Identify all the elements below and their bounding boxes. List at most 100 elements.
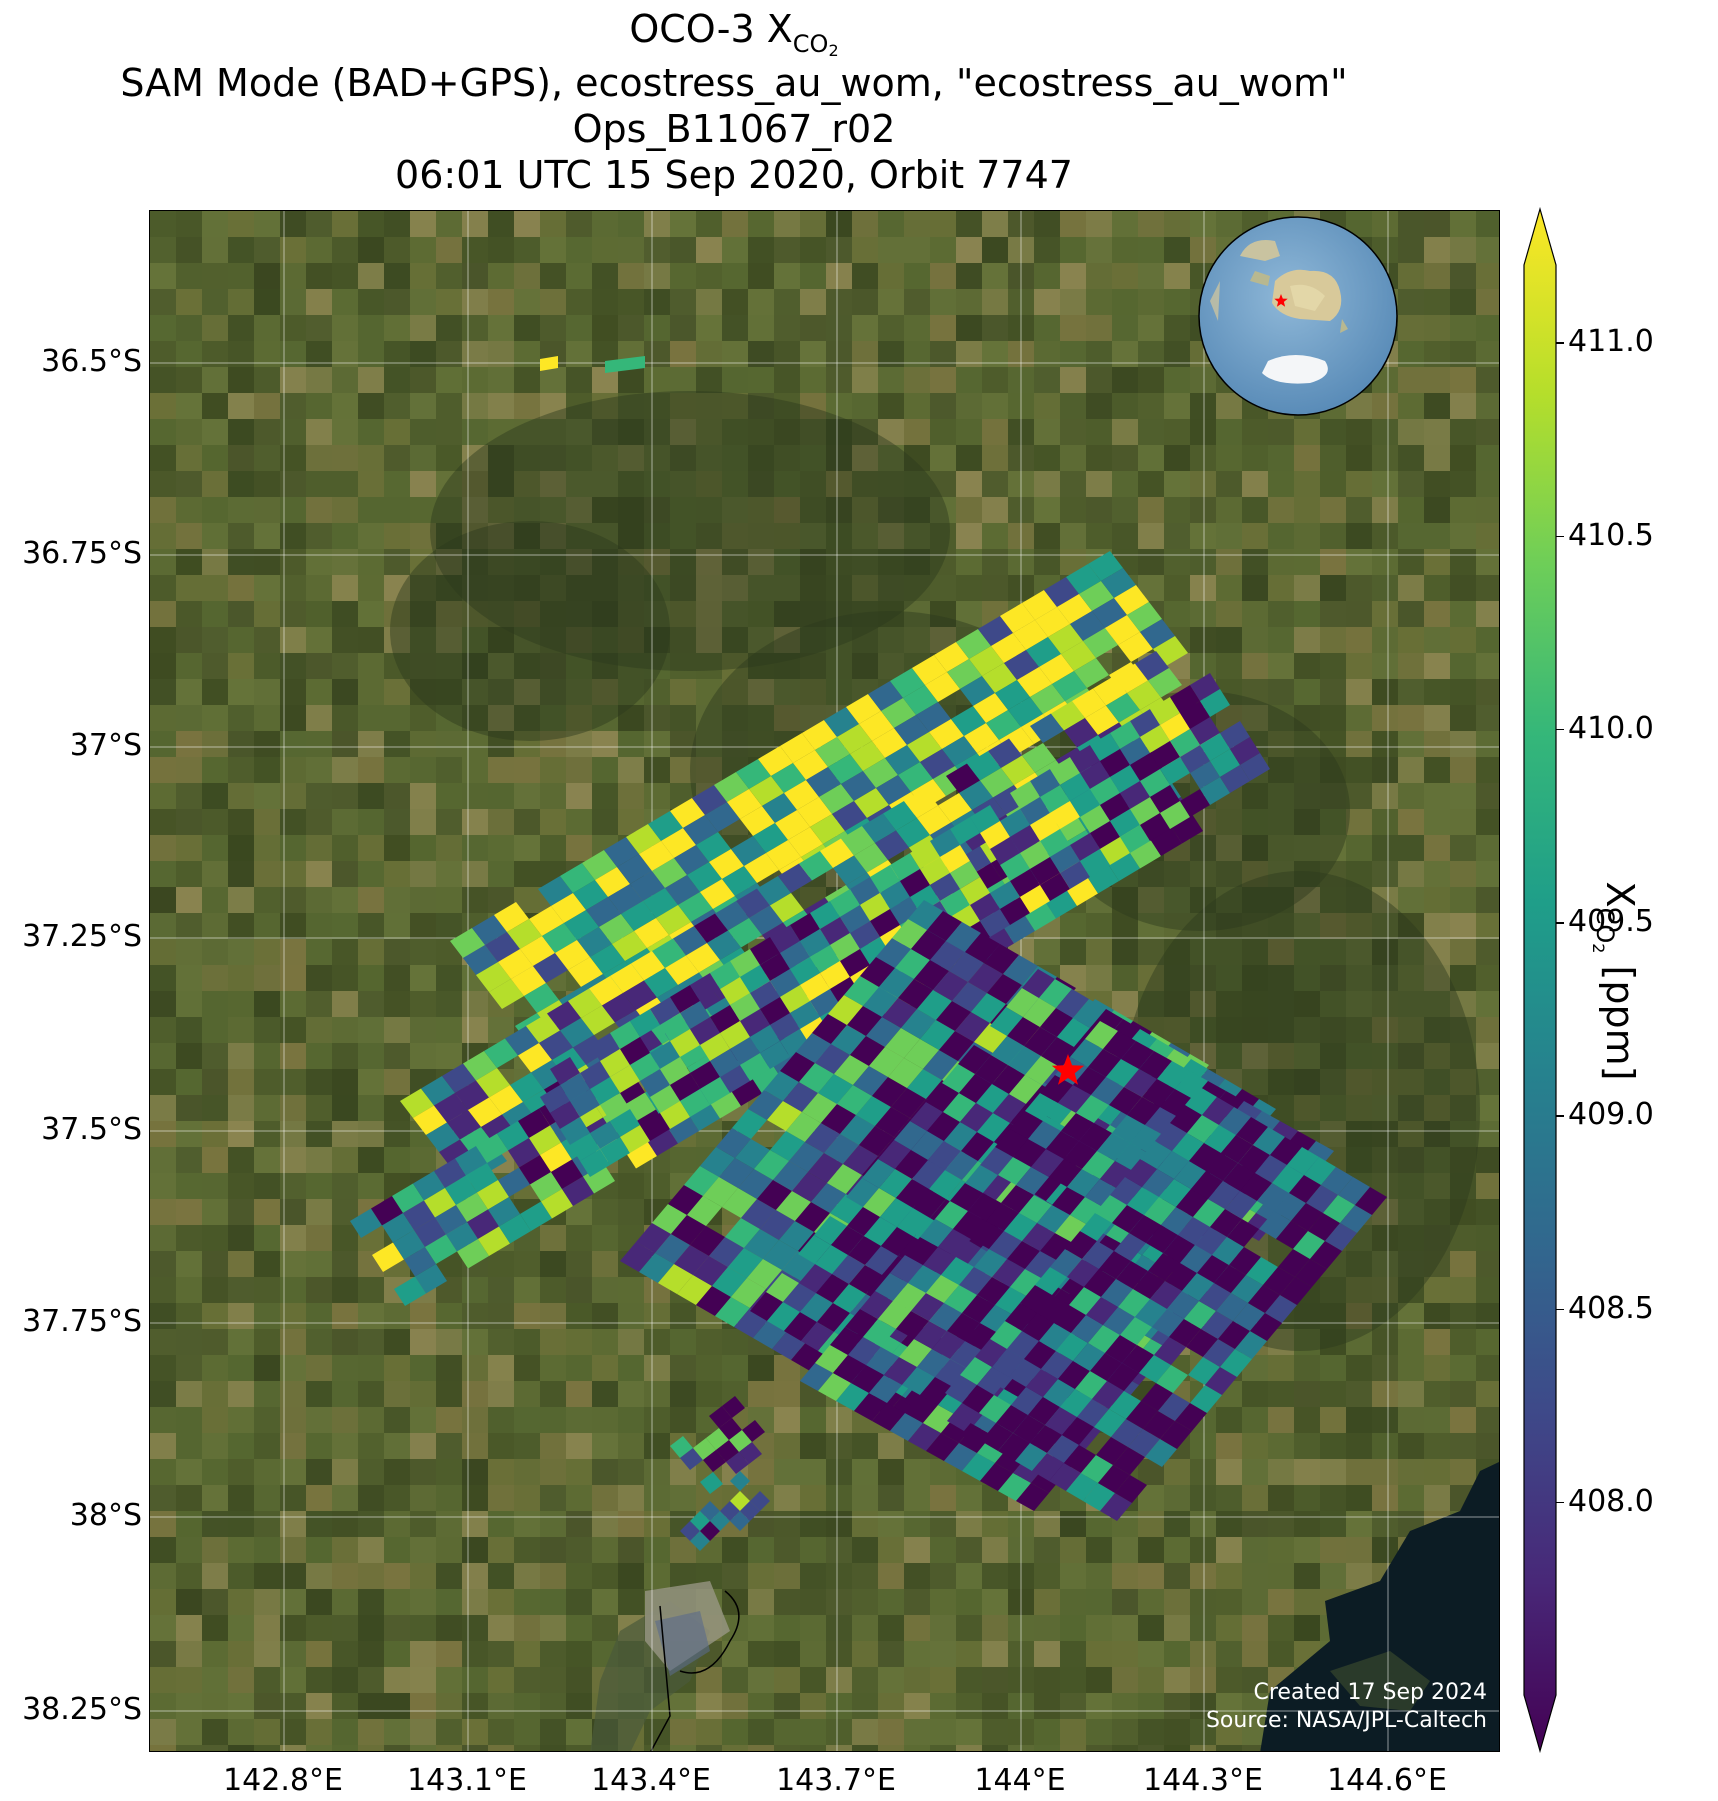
sounding-cell [978,616,1013,646]
sounding-cell [1227,1219,1259,1247]
sounding-cell [926,1083,959,1112]
sounding-cell [1041,1351,1073,1379]
sounding-cell [520,936,555,966]
sounding-cell [739,1442,762,1464]
colorbar-label: XCO2 [ppm] [1589,882,1642,1081]
sounding-cell [706,1428,729,1450]
sounding-cell [1000,897,1030,925]
sounding-cell [540,356,558,371]
sounding-cell [967,751,1001,781]
sounding-cell [859,711,894,741]
sounding-cell [998,1473,1031,1501]
sounding-cell [796,1033,831,1063]
sounding-cell [1025,1093,1058,1121]
sounding-cell [1304,1157,1336,1185]
sounding-cell [1070,1039,1103,1067]
sounding-cell [1220,721,1250,749]
sounding-cell [995,1129,1028,1157]
sounding-cell [1048,624,1083,654]
sounding-cell [860,957,895,987]
sounding-cell [415,1264,447,1294]
sounding-cell [1007,1331,1039,1359]
sounding-cell [1041,1037,1074,1066]
sounding-cell [665,875,700,905]
sounding-cell [568,988,602,1018]
sounding-cell [1106,1059,1139,1087]
sounding-cell [1148,1253,1180,1281]
sounding-cell [1130,797,1160,825]
sounding-cell [1013,620,1048,650]
sounding-cell [1197,1255,1229,1283]
sounding-cell [893,1283,926,1311]
map-canvas[interactable] [150,211,1500,1752]
sounding-cell [1170,685,1200,713]
sounding-cell [1109,1391,1141,1419]
sounding-cell [818,1373,851,1401]
sounding-cell [573,880,608,910]
sounding-cell [1100,1493,1132,1521]
sounding-cell [810,989,840,1017]
sounding-cell [907,1069,942,1099]
sounding-cell [476,1133,508,1163]
sounding-cell [1157,1061,1190,1089]
sounding-cell [1171,814,1203,844]
sounding-cell [620,1125,650,1153]
sounding-cell [1130,1125,1163,1153]
sounding-cell [1044,577,1079,607]
sounding-cell [1170,1105,1202,1133]
sounding-cell [1091,1077,1124,1105]
sounding-cell [1180,701,1210,729]
sounding-cell [1010,1111,1043,1139]
sounding-cell [1043,1379,1075,1407]
sounding-cell [680,1089,710,1117]
sounding-cell [639,1253,674,1283]
sounding-cell [771,763,806,793]
sounding-cell [944,1285,977,1313]
sounding-cell [1265,1295,1297,1323]
sounding-cell [680,1448,703,1470]
sounding-cell [730,1471,750,1491]
sounding-cell [987,974,1022,1004]
sounding-cell [1085,705,1119,735]
sounding-cell [736,759,771,789]
sounding-cell [1210,749,1240,777]
sounding-cell [1115,1475,1147,1503]
sounding-cell [1130,753,1160,781]
sounding-cell [819,784,854,814]
sounding-cell [925,672,960,702]
sounding-cell [920,857,950,885]
sounding-cell [1190,1385,1222,1413]
sounding-cell [901,1009,936,1039]
sounding-cell [1158,1393,1190,1421]
sounding-cell [976,1084,1009,1113]
sounding-cell [1073,999,1106,1028]
sounding-cell [1110,765,1140,793]
sounding-cell [1121,1041,1154,1069]
sounding-cell [1295,1259,1327,1287]
sounding-cell [560,1117,590,1145]
sounding-cell [582,850,617,880]
sounding-cell [716,1128,751,1158]
sounding-cell [1022,743,1056,773]
sounding-cell [652,1204,687,1234]
sounding-cell [1040,1008,1073,1037]
sounding-cell [800,929,830,957]
sounding-cell [766,1273,799,1302]
sounding-cell [792,1172,827,1202]
sounding-cell [980,768,1014,798]
sounding-cell [843,1145,878,1175]
sounding-cell [870,865,900,893]
sounding-cell [866,1347,899,1375]
sounding-cell [1278,1249,1310,1277]
sounding-cell [1000,809,1030,837]
sounding-cell [817,1303,850,1332]
sounding-cell [990,1321,1022,1349]
sounding-cell [400,1088,434,1118]
sounding-cell [489,979,524,1009]
sounding-cell [568,957,603,987]
map-panel[interactable]: Created 17 Sep 2024 Source: NASA/JPL-Cal… [149,210,1500,1752]
sounding-cell [1100,837,1130,865]
sounding-cell [426,1122,460,1152]
sounding-cell [686,943,720,973]
sounding-cell [808,1153,843,1183]
